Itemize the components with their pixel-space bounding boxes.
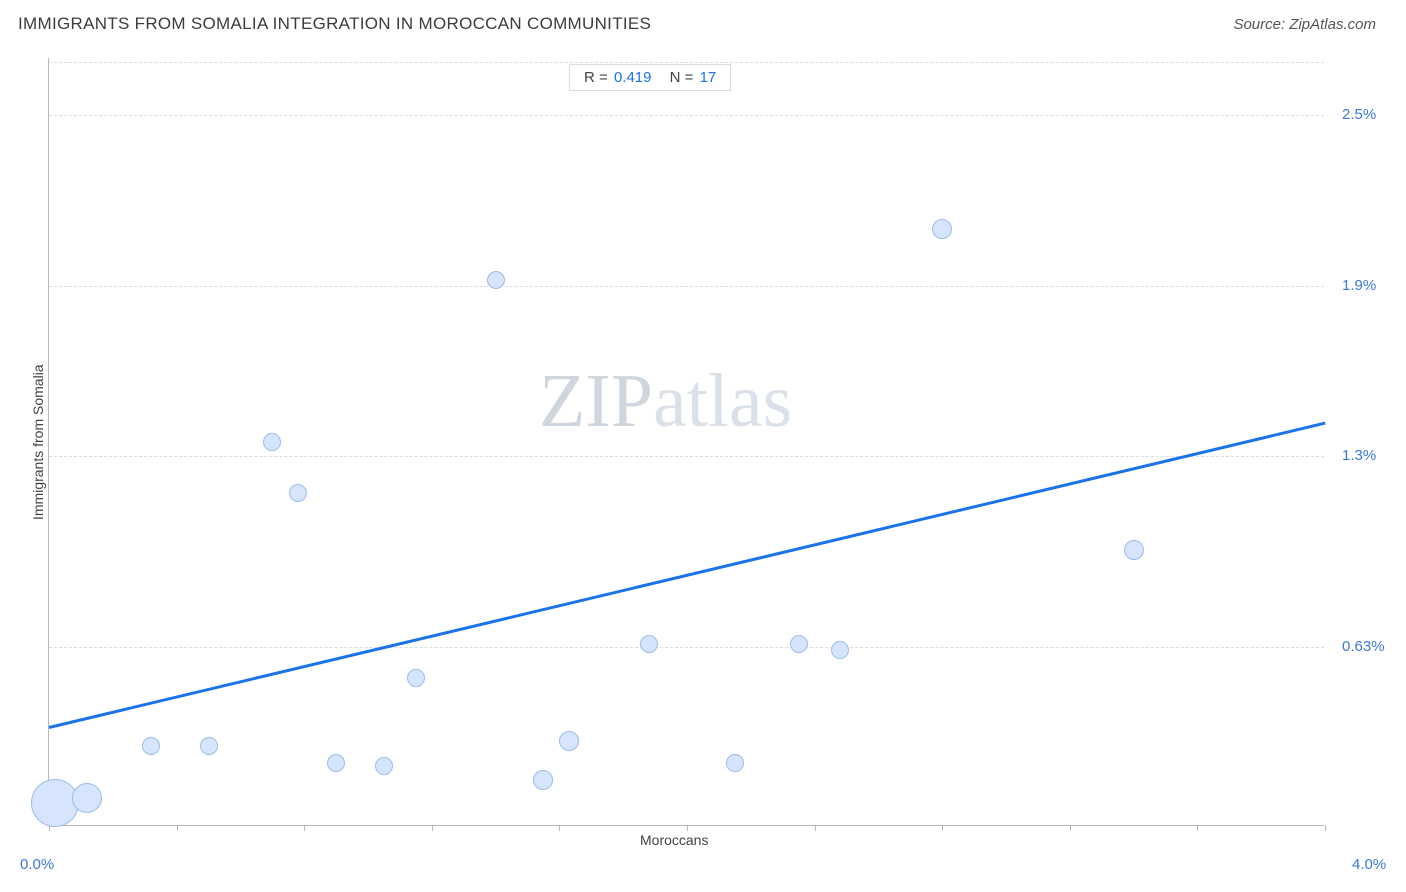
x-tick [559,825,560,831]
grid-line [49,456,1324,457]
y-tick-label: 0.63% [1342,638,1385,655]
stat-n-value: 17 [700,69,717,86]
stat-r-label: R = [584,69,608,86]
x-tick [432,825,433,831]
y-axis-label: Immigrants from Somalia [30,364,46,520]
scatter-point [263,433,281,451]
x-max-label: 4.0% [1352,856,1386,873]
y-tick-label: 2.5% [1342,106,1376,123]
scatter-point [72,783,102,813]
scatter-point [289,484,307,502]
x-tick [815,825,816,831]
watermark: ZIPatlas [539,358,792,445]
x-axis-label: Moroccans [640,832,708,848]
scatter-point [1124,540,1144,560]
trend-line [49,422,1326,729]
x-min-label: 0.0% [20,856,54,873]
scatter-point [375,757,393,775]
watermark-light: atlas [653,359,792,443]
scatter-point [31,779,79,827]
scatter-point [327,754,345,772]
stats-legend: R = 0.419 N = 17 [569,64,731,91]
scatter-point [640,635,658,653]
scatter-point [726,754,744,772]
scatter-point [533,770,553,790]
y-tick-label: 1.3% [1342,447,1376,464]
x-tick [304,825,305,831]
scatter-point [790,635,808,653]
x-tick [1197,825,1198,831]
scatter-point [831,641,849,659]
chart-header: IMMIGRANTS FROM SOMALIA INTEGRATION IN M… [0,0,1406,42]
chart-plot-area: ZIPatlas R = 0.419 N = 17 [48,58,1324,826]
chart-source: Source: ZipAtlas.com [1233,16,1376,33]
grid-line [49,286,1324,287]
grid-line [49,647,1324,648]
y-tick-label: 1.9% [1342,277,1376,294]
grid-line [49,62,1324,63]
x-tick [687,825,688,831]
scatter-point [559,731,579,751]
scatter-point [487,271,505,289]
x-tick [177,825,178,831]
scatter-point [407,669,425,687]
chart-title: IMMIGRANTS FROM SOMALIA INTEGRATION IN M… [18,14,651,34]
scatter-point [932,219,952,239]
stat-n-label: N = [670,69,694,86]
scatter-point [200,737,218,755]
x-tick [1070,825,1071,831]
grid-line [49,115,1324,116]
scatter-point [142,737,160,755]
watermark-bold: ZIP [539,359,653,443]
x-tick [1325,825,1326,831]
stat-r-value: 0.419 [614,69,652,86]
x-tick [942,825,943,831]
